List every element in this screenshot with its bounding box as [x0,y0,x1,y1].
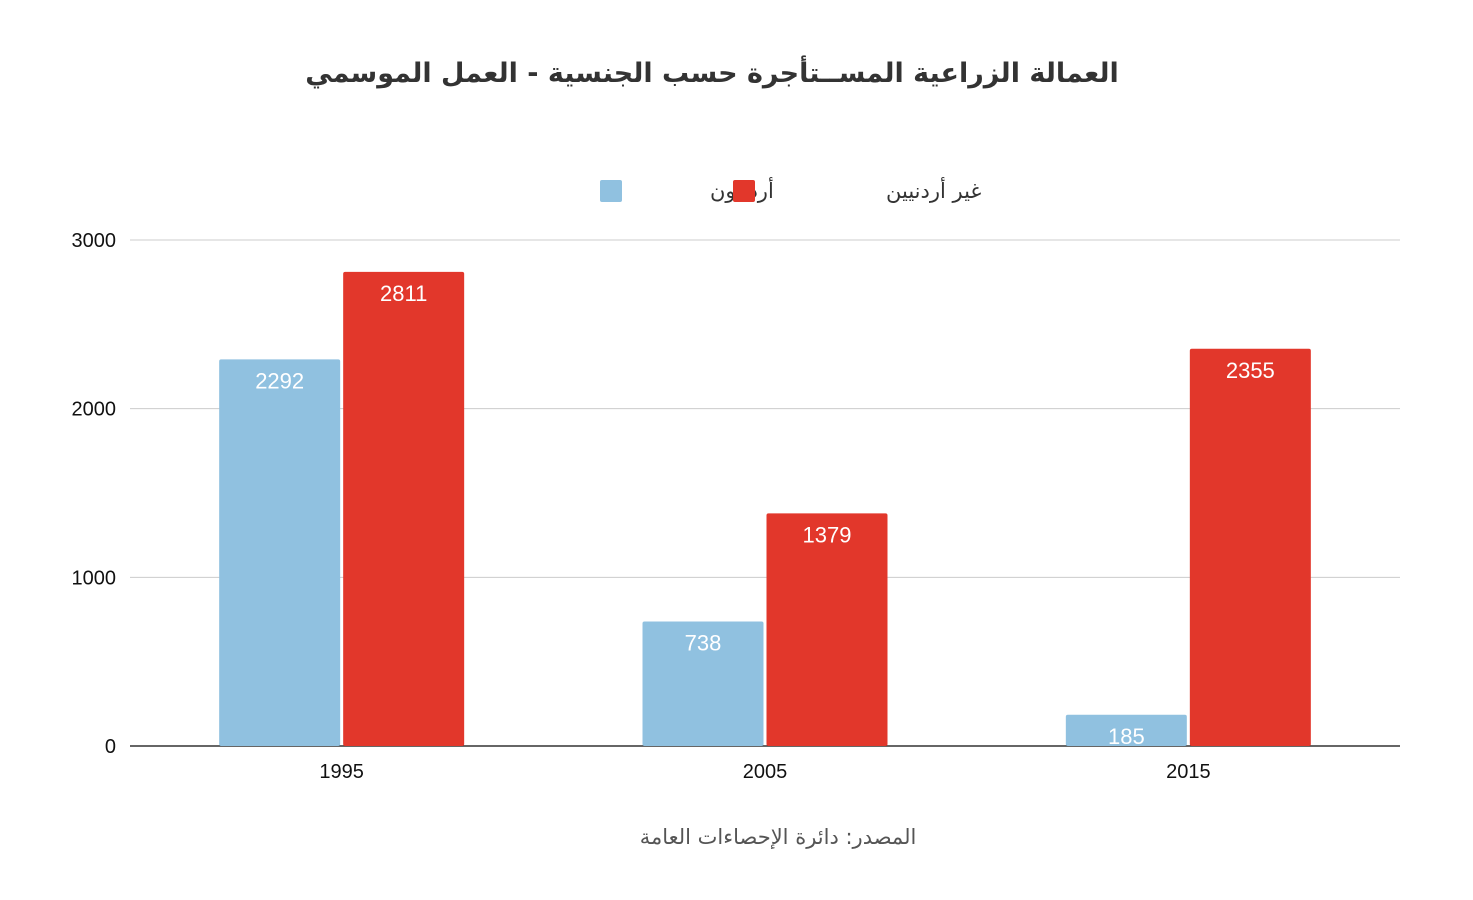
y-tick-label: 0 [105,736,116,758]
bar-value-label: 2292 [255,368,304,393]
y-tick-label: 3000 [72,230,117,252]
bar-1995-series-1 [343,271,465,746]
bar-2005-series-0 [642,621,764,746]
x-axis-ticks: 1995 2005 2015 [319,761,1210,783]
bar-value-label: 2811 [380,281,427,306]
data-labels: 2292 2811 738 1379 185 2355 [255,281,1275,749]
gridlines [130,239,1400,747]
y-tick-label: 1000 [72,567,117,589]
bars [219,271,1311,746]
legend-swatch [600,180,622,202]
bar-2015-series-1 [1189,348,1311,746]
y-axis-ticks: 0 1000 2000 3000 [72,230,117,758]
bar-value-label: 2355 [1226,358,1275,383]
bar-value-label: 1379 [803,522,852,547]
bar-2015-series-0 [1065,714,1187,746]
chart-title: العمالة الزراعية المســتأجرة حسب الجنسية… [305,55,1118,89]
legend-label: غير أردنيين [886,177,981,203]
legend: أردنيونغير أردنيين [600,177,981,203]
bar-1995-series-0 [219,359,341,746]
legend-swatch [733,180,755,202]
x-tick-label: 2005 [743,761,788,783]
y-tick-label: 2000 [72,399,117,421]
x-tick-label: 1995 [319,761,364,783]
bar-value-label: 185 [1108,724,1145,749]
bar-2005-series-1 [766,513,888,746]
source-note: المصدر: دائرة الإحصاءات العامة [640,825,917,849]
bar-value-label: 738 [685,631,722,656]
x-tick-label: 2015 [1166,761,1211,783]
